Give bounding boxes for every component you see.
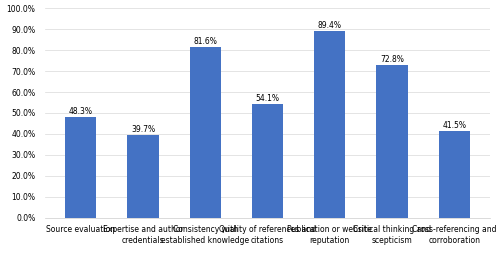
Text: 54.1%: 54.1% xyxy=(256,94,280,103)
Text: 89.4%: 89.4% xyxy=(318,20,342,30)
Text: 72.8%: 72.8% xyxy=(380,55,404,64)
Bar xyxy=(252,104,283,218)
Bar xyxy=(438,131,470,218)
Bar xyxy=(376,65,408,218)
Text: 48.3%: 48.3% xyxy=(69,107,93,116)
Text: 39.7%: 39.7% xyxy=(131,124,155,133)
Bar xyxy=(128,134,158,218)
Bar xyxy=(190,47,221,218)
Bar xyxy=(314,30,346,218)
Text: 81.6%: 81.6% xyxy=(194,37,217,46)
Text: 41.5%: 41.5% xyxy=(442,121,466,130)
Bar xyxy=(65,117,96,218)
